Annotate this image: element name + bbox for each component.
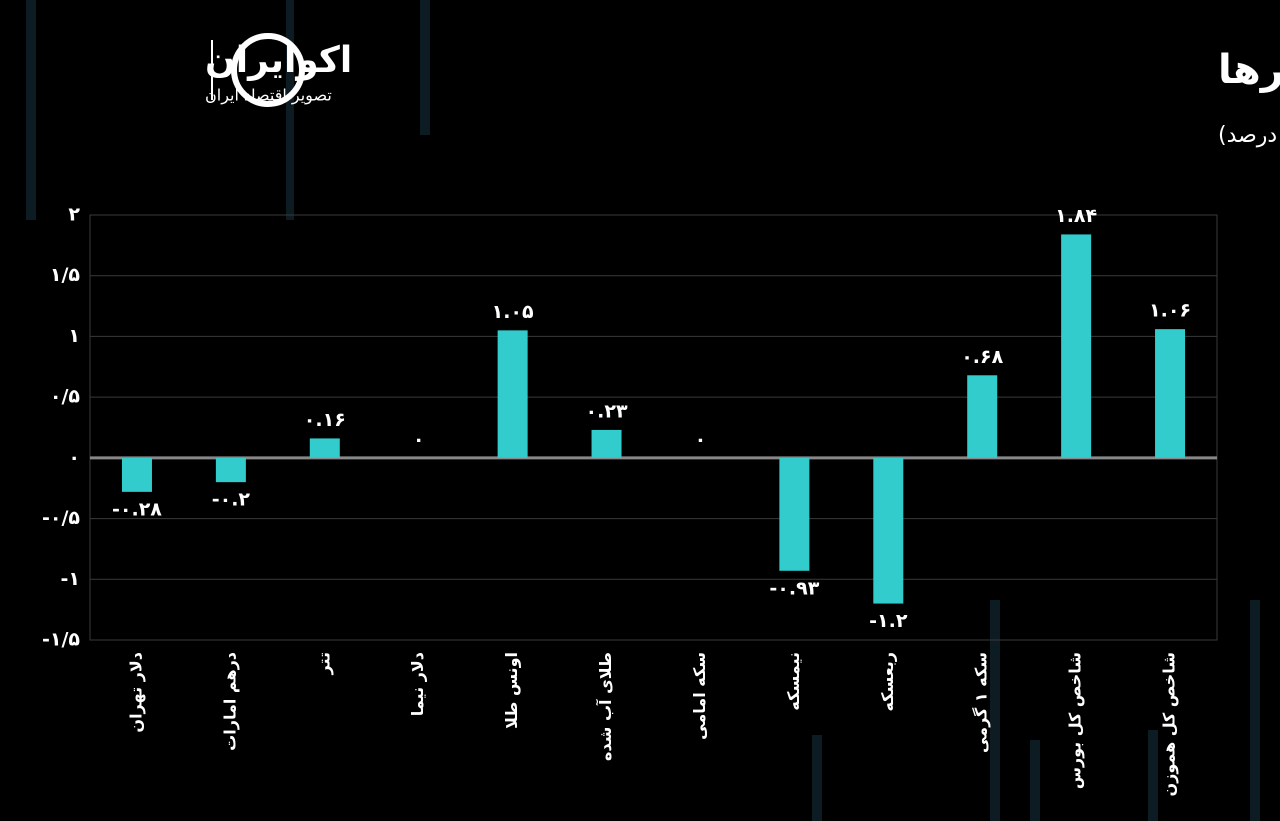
x-tick-label: دلار تهران xyxy=(126,652,145,733)
x-tick-label: تتر xyxy=(314,652,333,676)
value-label: ۰.۶۸ xyxy=(961,346,1003,368)
y-tick-label: ۱ xyxy=(68,325,80,347)
bar xyxy=(497,330,528,458)
y-tick-label: ۲ xyxy=(68,204,80,226)
value-label: ۱.۸۴ xyxy=(1055,205,1097,227)
bar xyxy=(1155,329,1186,458)
bar xyxy=(591,429,622,458)
chart-title: بازدهی هفتگی بازارها xyxy=(1218,46,1280,93)
plot-frame xyxy=(89,214,1218,641)
value-label: -۰.۲۸ xyxy=(112,498,162,520)
y-tick-label: -۱ xyxy=(61,568,80,590)
logo: اکوایران تصویر اقتصاد ایران xyxy=(205,33,352,107)
x-tick-label: سکه امامی xyxy=(690,652,709,740)
x-tick-label: طلای آب شده xyxy=(595,652,615,761)
x-tick-label: نیمسکه xyxy=(784,652,803,711)
y-tick-label: -۱/۵ xyxy=(42,629,80,651)
bar xyxy=(121,457,152,492)
logo-name: اکوایران xyxy=(205,40,352,81)
value-label: ۱.۰۵ xyxy=(492,301,534,323)
value-label: -۰.۹۳ xyxy=(769,577,819,599)
x-tick-label: اونس طلا xyxy=(502,652,521,729)
value-label: ۰.۱۶ xyxy=(304,409,346,431)
x-tick-label: شاخص کل بورس xyxy=(1066,652,1085,789)
x-tick-label: سکه ۱ گرمی xyxy=(972,652,991,753)
value-label: ۱.۰۶ xyxy=(1149,300,1191,322)
bar xyxy=(215,457,246,483)
bar xyxy=(779,457,810,571)
bar xyxy=(1061,234,1092,458)
value-label: ۰ xyxy=(413,428,425,450)
background-decor xyxy=(26,0,1260,821)
value-label: ۰.۲۳ xyxy=(586,400,628,422)
bar xyxy=(309,438,340,458)
value-label: ۰ xyxy=(695,428,707,450)
logo-icon xyxy=(231,33,305,107)
y-tick-label: ۱/۵ xyxy=(50,264,81,286)
y-tick-label: ۰/۵ xyxy=(50,386,81,408)
x-tick-label: شاخص کل هموزن xyxy=(1160,652,1179,797)
bar xyxy=(967,375,998,458)
value-label: -۱.۲ xyxy=(869,610,908,632)
y-tick-label: ۰ xyxy=(68,446,80,468)
x-tick-label: دلار نیما xyxy=(408,652,427,716)
x-tick-label: درهم امارات xyxy=(220,652,239,751)
x-tick-label: ربعسکه xyxy=(878,652,897,712)
y-tick-label: -۰/۵ xyxy=(42,507,80,529)
value-label: -۰.۲ xyxy=(212,489,251,511)
chart-subtitle: (واحد: درصد) xyxy=(1218,123,1280,148)
logo-tagline: تصویر اقتصاد ایران xyxy=(205,86,332,106)
bar xyxy=(873,457,904,604)
